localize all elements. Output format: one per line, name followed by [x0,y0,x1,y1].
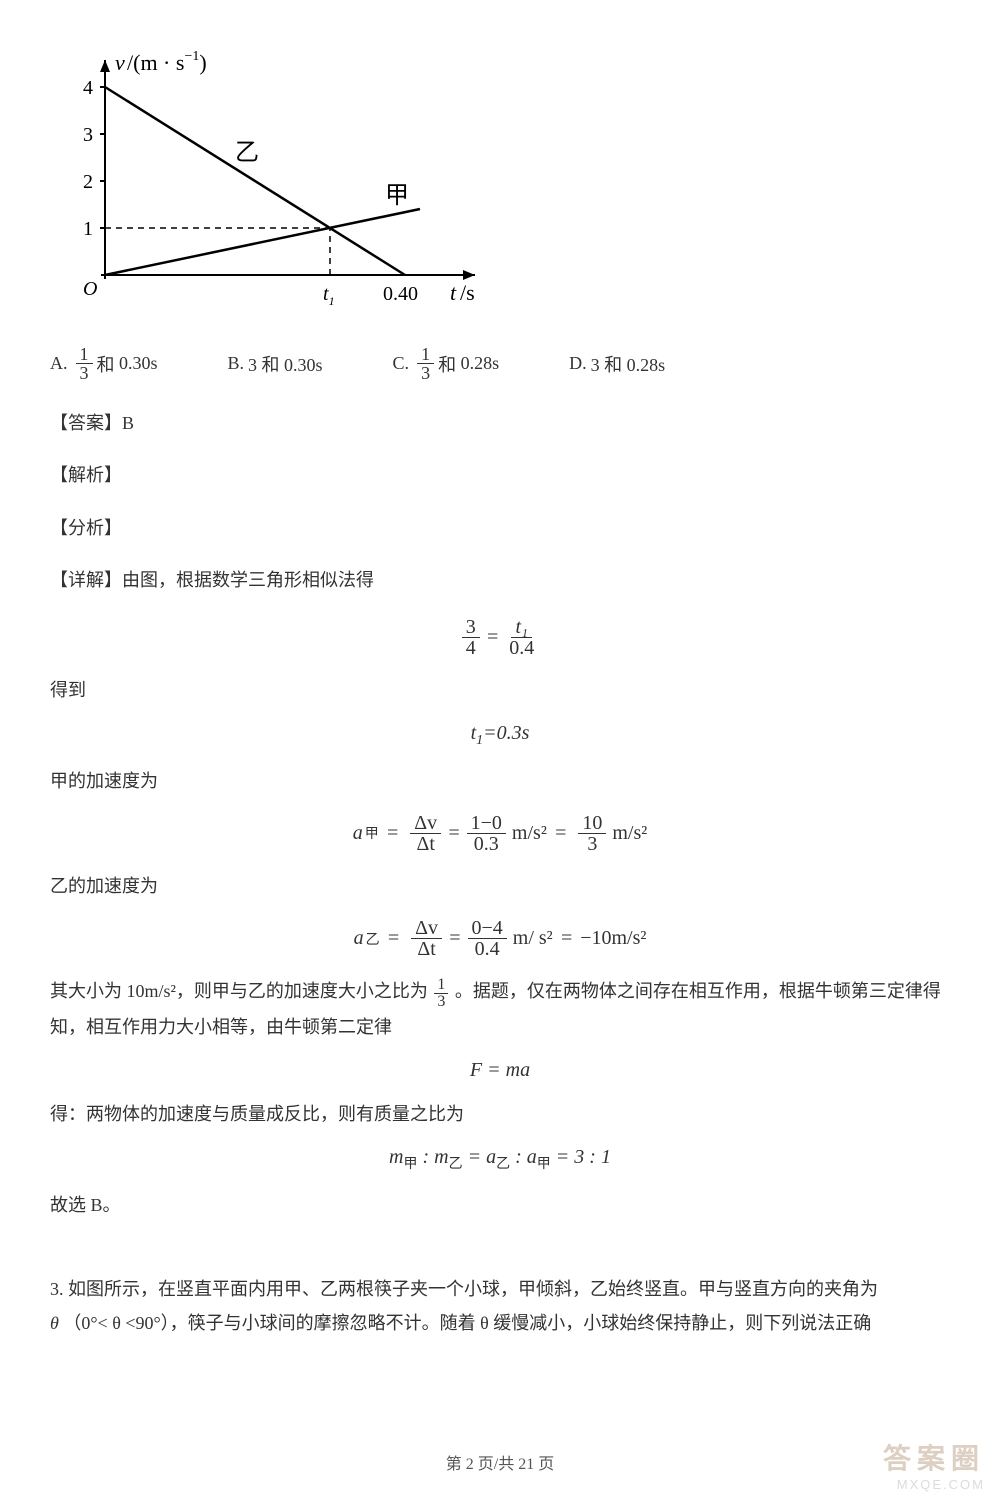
option-B: B. 3 和 0.30s [228,345,323,382]
velocity-time-chart: 1 2 3 4 O t1 0.40 v /(m · s−1) t /s 乙 甲 [50,50,950,315]
question-3: 3. 如图所示，在竖直平面内用甲、乙两根筷子夹一个小球，甲倾斜，乙始终竖直。甲与… [50,1272,950,1340]
equation-6: m甲 : m乙 = a乙 : a甲 = 3 : 1 [50,1146,950,1173]
option-C-prefix: C. [393,353,410,374]
option-C: C. 1 3 和 0.28s [393,345,500,382]
conclusion-para: 其大小为 10m/s²，则甲与乙的加速度大小之比为 1 3 。据题，仅在两物体之… [50,974,950,1044]
svg-text:2: 2 [83,171,93,193]
svg-text:1: 1 [83,218,93,240]
equation-4: a乙 = Δv Δt = 0−4 0.4 m/ s² = −10m/s² [50,918,950,959]
option-A-prefix: A. [50,353,68,374]
chart-svg: 1 2 3 4 O t1 0.40 v /(m · s−1) t /s 乙 甲 [50,50,480,310]
final-label: 故选 B。 [50,1188,950,1222]
watermark: 答案圈 MXQE.COM [883,1437,985,1492]
get-to-label: 得到 [50,673,950,707]
watermark-line2: MXQE.COM [883,1477,985,1492]
svg-text:0.40: 0.40 [383,283,418,305]
page-footer: 第 2 页/共 21 页 [0,1450,1000,1474]
mass-intro: 得：两物体的加速度与质量成反比，则有质量之比为 [50,1097,950,1131]
svg-text:O: O [83,278,97,300]
option-B-prefix: B. [228,353,245,374]
yi-accel-label: 乙的加速度为 [50,869,950,903]
options-row: A. 1 3 和 0.30s B. 3 和 0.30s C. 1 3 和 0.2… [50,345,950,382]
answer-label: 【答案】B [50,407,950,439]
svg-text:乙: 乙 [235,140,259,166]
equation-1: 3 4 = t₁ 0.4 [50,617,950,658]
svg-text:/(m · s−1): /(m · s−1) [127,50,207,75]
svg-text:v: v [115,50,125,75]
detail-intro: 【详解】由图，根据数学三角形相似法得 [50,564,950,596]
equation-5: F = ma [50,1059,950,1082]
svg-text:t1: t1 [323,283,335,308]
equation-2: t1=0.3s [50,722,950,749]
svg-text:/s: /s [460,280,475,305]
option-A: A. 1 3 和 0.30s [50,345,158,382]
svg-text:3: 3 [83,124,93,146]
svg-text:t: t [450,280,457,305]
svg-text:4: 4 [83,77,93,99]
jia-accel-label: 甲的加速度为 [50,764,950,798]
equation-3: a甲 = Δv Δt = 1−0 0.3 m/s² = 10 3 m/s² [50,813,950,854]
analysis-label: 【解析】 [50,459,950,491]
option-D-prefix: D. [569,353,587,374]
fenxi-label: 【分析】 [50,512,950,544]
watermark-line1: 答案圈 [883,1437,985,1477]
option-D: D. 3 和 0.28s [569,345,665,382]
svg-text:甲: 甲 [385,183,409,209]
